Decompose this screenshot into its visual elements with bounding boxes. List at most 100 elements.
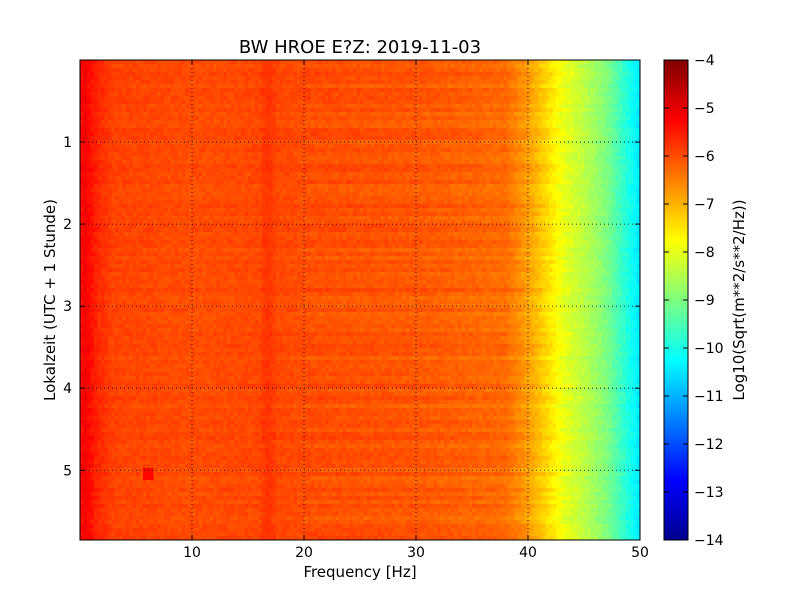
heatmap-cell — [157, 156, 161, 161]
heatmap-cell — [101, 112, 105, 117]
heatmap-cell — [133, 92, 137, 97]
heatmap-cell — [203, 268, 207, 273]
heatmap-cell — [157, 436, 161, 441]
heatmap-cell — [213, 356, 217, 361]
heatmap-cell — [136, 316, 140, 321]
heatmap-cell — [98, 236, 102, 241]
heatmap-cell — [115, 432, 119, 437]
heatmap-cell — [206, 460, 210, 465]
heatmap-cell — [101, 516, 105, 521]
heatmap-cell — [171, 144, 175, 149]
heatmap-cell — [105, 108, 109, 113]
heatmap-cell — [112, 336, 116, 341]
heatmap-cell — [87, 368, 91, 373]
heatmap-cell — [220, 168, 224, 173]
heatmap-cell — [154, 164, 158, 169]
heatmap-cell — [213, 492, 217, 497]
heatmap-cell — [94, 296, 98, 301]
heatmap-cell — [143, 284, 147, 289]
heatmap-cell — [171, 488, 175, 493]
heatmap-cell — [206, 96, 210, 101]
heatmap-cell — [133, 344, 137, 349]
heatmap-cell — [87, 392, 91, 397]
heatmap-cell — [217, 108, 221, 113]
heatmap-cell — [129, 160, 133, 165]
heatmap-cell — [119, 288, 123, 293]
heatmap-cell — [220, 152, 224, 157]
heatmap-cell — [217, 92, 221, 97]
heatmap-cell — [154, 176, 158, 181]
heatmap-cell — [150, 116, 154, 121]
heatmap-cell — [133, 296, 137, 301]
heatmap-cell — [80, 392, 84, 397]
heatmap-cell — [213, 264, 217, 269]
heatmap-cell — [175, 308, 179, 313]
heatmap-cell — [140, 328, 144, 333]
heatmap-cell — [122, 212, 126, 217]
heatmap-cell — [217, 428, 221, 433]
heatmap-cell — [94, 476, 98, 481]
heatmap-cell — [213, 456, 217, 461]
heatmap-cell — [203, 132, 207, 137]
heatmap-cell — [115, 508, 119, 513]
heatmap-cell — [115, 104, 119, 109]
heatmap-cell — [199, 180, 203, 185]
heatmap-cell — [217, 252, 221, 257]
heatmap-cell — [213, 136, 217, 141]
heatmap-cell — [87, 492, 91, 497]
heatmap-cell — [210, 156, 214, 161]
heatmap-cell — [133, 208, 137, 213]
heatmap-cell — [217, 308, 221, 313]
heatmap-cell — [101, 152, 105, 157]
heatmap-cell — [98, 80, 102, 85]
heatmap-cell — [112, 328, 116, 333]
heatmap-cell — [147, 244, 151, 249]
heatmap-cell — [133, 68, 137, 73]
heatmap-cell — [196, 500, 200, 505]
heatmap-cell — [105, 60, 109, 65]
heatmap-cell — [87, 200, 91, 205]
heatmap-cell — [164, 504, 168, 509]
heatmap-cell — [182, 268, 186, 273]
heatmap-cell — [101, 460, 105, 465]
heatmap-cell — [84, 100, 88, 105]
heatmap-cell — [84, 144, 88, 149]
heatmap-cell — [220, 208, 224, 213]
heatmap-cell — [213, 284, 217, 289]
heatmap-cell — [129, 524, 133, 529]
heatmap-cell — [129, 256, 133, 261]
heatmap-cell — [115, 316, 119, 321]
heatmap-cell — [175, 240, 179, 245]
heatmap-cell — [203, 84, 207, 89]
heatmap-cell — [112, 92, 116, 97]
heatmap-cell — [196, 376, 200, 381]
heatmap-cell — [115, 460, 119, 465]
heatmap-cell — [129, 332, 133, 337]
heatmap-cell — [150, 272, 154, 277]
heatmap-cell — [119, 144, 123, 149]
heatmap-cell — [140, 352, 144, 357]
heatmap-cell — [203, 404, 207, 409]
heatmap-cell — [185, 224, 189, 229]
heatmap-cell — [199, 252, 203, 257]
heatmap-cell — [210, 416, 214, 421]
heatmap-cell — [210, 344, 214, 349]
heatmap-cell — [178, 156, 182, 161]
heatmap-cell — [185, 508, 189, 513]
heatmap-cell — [91, 276, 95, 281]
heatmap-cell — [182, 500, 186, 505]
heatmap-cell — [115, 332, 119, 337]
heatmap-cell — [94, 64, 98, 69]
heatmap-cell — [126, 504, 130, 509]
heatmap-cell — [185, 280, 189, 285]
heatmap-cell — [157, 288, 161, 293]
heatmap-cell — [115, 60, 119, 65]
heatmap-cell — [206, 228, 210, 233]
heatmap-cell — [126, 208, 130, 213]
heatmap-cell — [105, 80, 109, 85]
heatmap-cell — [178, 472, 182, 477]
heatmap-cell — [115, 196, 119, 201]
heatmap-cell — [108, 492, 112, 497]
heatmap-cell — [119, 208, 123, 213]
heatmap-cell — [164, 216, 168, 221]
